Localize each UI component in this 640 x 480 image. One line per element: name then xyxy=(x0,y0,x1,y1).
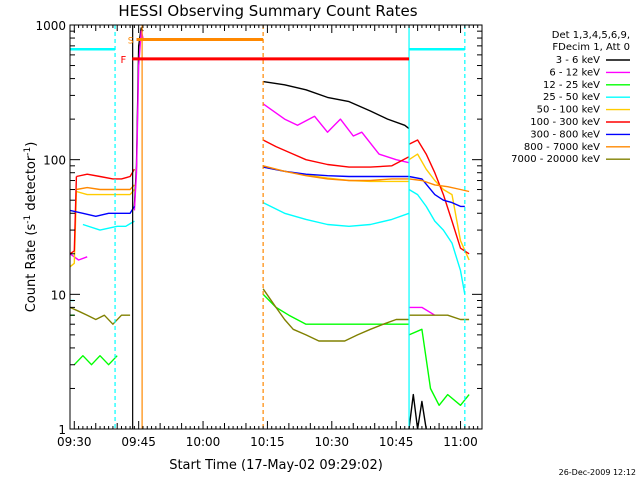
series-2-line-1 xyxy=(70,253,88,261)
plot-area xyxy=(70,27,470,429)
series-8-line-2 xyxy=(262,165,409,182)
y-axis-label: Count Rate (s-1 detector-1) xyxy=(23,142,39,313)
x-tick-label-3: 10:00 xyxy=(186,435,221,449)
y-axis-label-end: ) xyxy=(24,142,39,147)
series-3-line-2 xyxy=(73,355,118,366)
series-1-line-3 xyxy=(408,393,427,429)
generated-timestamp: 26-Dec-2009 12:12 xyxy=(559,468,636,477)
legend-label-5: 50 - 100 keV xyxy=(537,105,601,116)
x-tick-label-7: 11:00 xyxy=(443,435,478,449)
series-7 xyxy=(70,166,465,218)
x-tick-label-6: 10:45 xyxy=(379,435,414,449)
series-7-line-3 xyxy=(408,175,465,208)
y-axis-label-sup1: -1 xyxy=(23,215,33,224)
plot-frame xyxy=(69,24,483,430)
x-tick-label-2: 09:45 xyxy=(121,435,156,449)
series-4-line-2 xyxy=(82,220,135,231)
legend: Det 1,3,4,5,6,9, FDecim 1, Att 0 3 - 6 k… xyxy=(511,30,630,165)
series-9-line-3 xyxy=(409,314,470,321)
y-axis-ticks: 1 10 100 1000 xyxy=(35,19,482,437)
legend-header-2: FDecim 1, Att 0 xyxy=(552,42,630,53)
legend-label-3: 12 - 25 keV xyxy=(543,80,600,91)
series-2-line-3 xyxy=(262,103,410,164)
series-4-line-3 xyxy=(262,201,410,228)
series-9-line-1 xyxy=(70,306,131,325)
x-axis-label: Start Time (17-May-02 09:29:02) xyxy=(169,458,383,473)
legend-label-4: 25 - 50 keV xyxy=(543,92,600,103)
y-axis-label-sup2: -1 xyxy=(23,147,33,156)
legend-label-1: 3 - 6 keV xyxy=(556,55,600,66)
series-9 xyxy=(70,288,470,342)
series-5-line-4 xyxy=(408,153,470,261)
legend-label-9: 7000 - 20000 keV xyxy=(511,154,600,165)
series-1 xyxy=(133,27,427,429)
legend-header-1: Det 1,3,4,5,6,9, xyxy=(552,30,630,41)
series-2 xyxy=(70,30,436,316)
y-tick-label-1: 1 xyxy=(58,423,66,437)
saa-flag-label: S xyxy=(128,37,134,47)
y-tick-label-2: 10 xyxy=(51,288,66,302)
series-8 xyxy=(76,165,470,193)
series-8-line-3 xyxy=(408,178,470,193)
series-5-line-2 xyxy=(76,189,135,196)
y-axis-label-base: Count Rate (s xyxy=(24,224,39,313)
chart-title: HESSI Observing Summary Count Rates xyxy=(118,2,417,20)
series-6-line-2 xyxy=(76,168,136,180)
series-3-line-4 xyxy=(408,328,470,406)
x-axis-ticks: 09:30 09:45 10:00 10:15 10:30 10:45 11:00 xyxy=(57,25,483,449)
flare-flag-label: F xyxy=(120,55,126,66)
legend-label-6: 100 - 300 keV xyxy=(530,117,600,128)
series-1-line-2 xyxy=(262,80,410,130)
series-6-line-4 xyxy=(408,139,470,255)
series-9-line-2 xyxy=(262,288,409,342)
legend-label-2: 6 - 12 keV xyxy=(549,67,600,78)
plot-overlays: SF xyxy=(70,25,466,429)
legend-label-7: 300 - 800 keV xyxy=(530,129,600,140)
series-4 xyxy=(70,188,466,302)
series-8-line-1 xyxy=(76,184,135,191)
series-4-line-4 xyxy=(408,188,466,295)
series-6 xyxy=(70,139,470,255)
x-tick-label-4: 10:15 xyxy=(250,435,285,449)
series-6-line-3 xyxy=(262,139,410,168)
y-tick-label-3: 100 xyxy=(43,154,66,168)
series-6-line-1 xyxy=(70,176,78,255)
series-7-line-1 xyxy=(70,206,135,218)
series-2-line-4 xyxy=(409,306,436,316)
x-tick-label-1: 09:30 xyxy=(57,435,92,449)
x-tick-label-5: 10:30 xyxy=(314,435,349,449)
y-axis-label-mid: detector xyxy=(24,155,39,215)
legend-label-8: 800 - 7000 keV xyxy=(524,142,600,153)
y-tick-label-4: 1000 xyxy=(35,19,66,33)
